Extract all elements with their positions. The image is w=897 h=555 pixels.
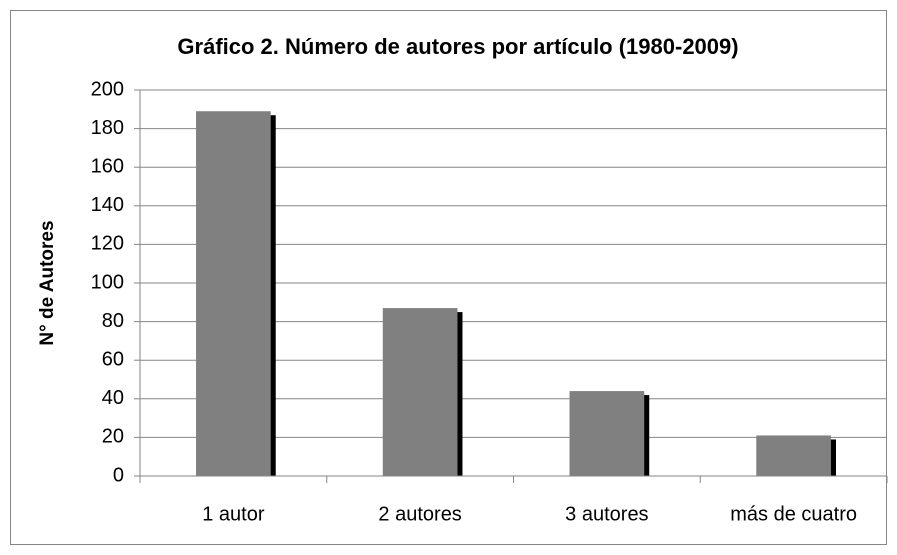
bar <box>569 391 645 476</box>
y-tick-label: 200 <box>91 78 124 100</box>
y-tick-label: 160 <box>91 155 124 177</box>
y-tick-label: 120 <box>91 233 124 255</box>
x-tick-label: 3 autores <box>565 503 648 525</box>
bar <box>756 435 831 476</box>
chart-title: Gráfico 2. Número de autores por artícul… <box>177 34 738 59</box>
x-tick-label: 1 autor <box>202 503 265 525</box>
y-tick-label: 80 <box>102 310 124 332</box>
y-tick-label: 180 <box>91 117 124 139</box>
y-tick-label: 140 <box>91 194 124 216</box>
bar <box>196 111 271 476</box>
bar <box>382 308 458 476</box>
y-tick-label: 40 <box>102 387 124 409</box>
y-tick-label: 60 <box>102 348 124 370</box>
x-tick-label: 2 autores <box>378 503 461 525</box>
y-tick-label: 0 <box>113 464 124 486</box>
y-tick-label: 20 <box>102 426 124 448</box>
y-axis-label: N° de Autores <box>37 220 58 345</box>
y-tick-label: 100 <box>91 271 124 293</box>
x-tick-label: más de cuatro <box>730 503 857 525</box>
